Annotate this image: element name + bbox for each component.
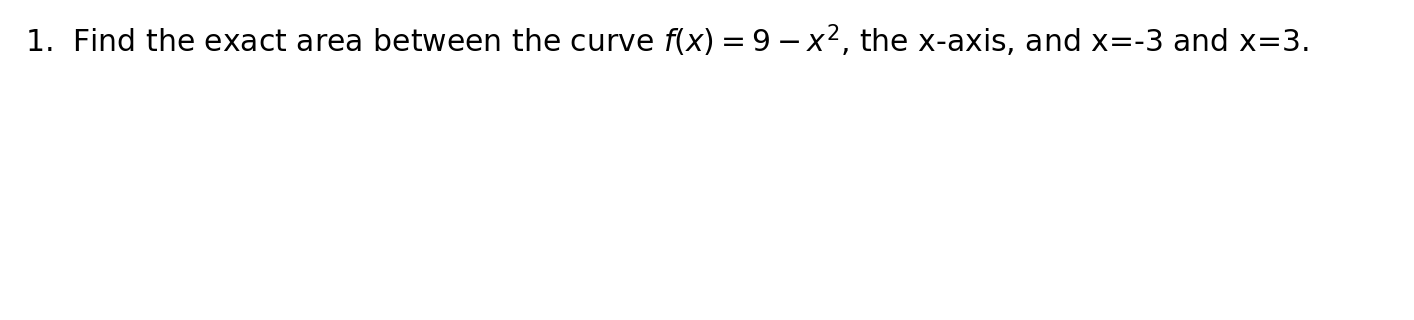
Text: 1.  Find the exact area between the curve $f(x) = 9 - x^2$, the x-axis, and x=-3: 1. Find the exact area between the curve… bbox=[25, 22, 1309, 59]
